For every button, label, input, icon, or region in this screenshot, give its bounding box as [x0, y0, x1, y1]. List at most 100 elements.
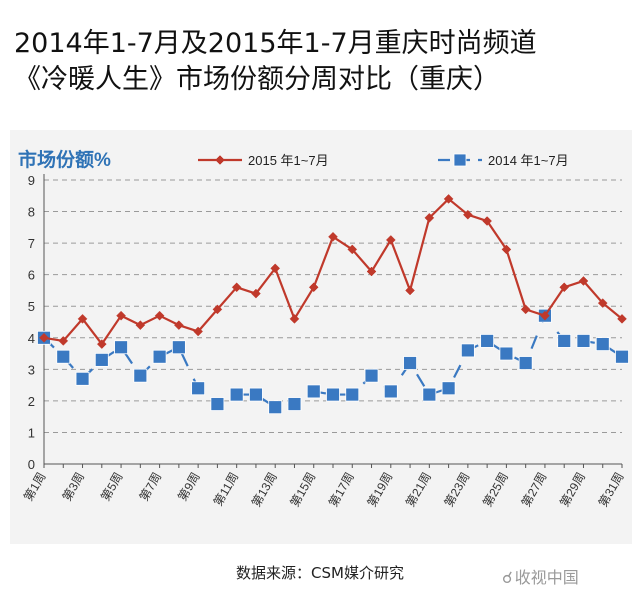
data-point	[326, 387, 340, 402]
legend-label: 2014 年1~7月	[488, 153, 569, 168]
data-point	[135, 320, 146, 331]
data-point	[328, 231, 338, 242]
y-tick-label: 9	[28, 173, 35, 188]
data-point	[501, 244, 512, 255]
data-point	[482, 216, 492, 226]
x-tick-label: 第23周	[442, 470, 473, 509]
data-point	[210, 397, 225, 411]
x-tick-label: 第1周	[21, 470, 48, 504]
data-point	[154, 310, 165, 321]
x-tick-label: 第9周	[175, 470, 202, 504]
data-point	[116, 310, 126, 321]
y-tick-label: 5	[28, 299, 35, 314]
y-tick-label: 0	[28, 457, 35, 472]
data-point	[540, 310, 550, 321]
y-tick-label: 2	[28, 394, 35, 409]
x-tick-label: 第25周	[480, 470, 511, 509]
x-tick-label: 第7周	[137, 470, 164, 504]
chart-title: 市场份额%	[18, 148, 111, 171]
x-tick-label: 第27周	[519, 470, 550, 509]
data-point	[460, 343, 475, 358]
data-point	[287, 397, 302, 411]
data-point	[559, 282, 570, 293]
data-point	[347, 244, 358, 255]
x-tick-label: 第17周	[326, 470, 357, 509]
data-point	[268, 400, 283, 415]
data-point	[306, 384, 321, 399]
wechat-icon: ☌	[502, 568, 513, 587]
data-point	[576, 334, 591, 348]
series-0	[39, 194, 627, 349]
series-line	[43, 197, 623, 346]
data-point	[383, 384, 398, 399]
data-point	[453, 153, 467, 167]
data-point	[171, 340, 186, 355]
data-point	[174, 320, 184, 331]
x-tick-label: 第5周	[98, 470, 125, 504]
data-point	[94, 352, 109, 367]
data-point	[58, 336, 69, 346]
x-tick-label: 第11周	[211, 470, 241, 509]
data-point	[424, 213, 435, 223]
legend-label: 2015 年1~7月	[248, 153, 329, 168]
chart-panel	[10, 130, 632, 544]
data-point	[443, 194, 454, 204]
x-tick-label: 第21周	[403, 470, 434, 509]
data-point	[56, 349, 71, 364]
data-point	[578, 276, 589, 286]
watermark-text: 收视中国	[514, 568, 579, 587]
line-chart: 市场份额% 2015 年1~7月 2014 年1~7月 0 1 2 3 4 5 6 7 8 9 第1周…	[18, 148, 629, 509]
series-1	[37, 308, 629, 415]
data-point	[289, 313, 300, 324]
data-point	[403, 356, 417, 370]
data-point	[114, 340, 128, 355]
data-point	[75, 371, 90, 386]
data-source-note: 数据来源：CSM媒介研究	[236, 564, 404, 582]
watermark: ☌ 收视中国	[502, 564, 579, 588]
data-point	[345, 387, 360, 402]
y-tick-label: 3	[28, 362, 35, 377]
x-tick-label: 第31周	[596, 470, 627, 509]
data-point	[463, 209, 473, 220]
y-tick-label: 6	[28, 268, 35, 283]
y-tick-label: 1	[28, 425, 35, 440]
data-point	[270, 263, 281, 274]
x-tick-label: 第29周	[557, 470, 588, 509]
data-point	[518, 356, 533, 370]
chart-series	[37, 194, 629, 415]
data-point	[249, 387, 263, 402]
data-point	[499, 346, 514, 361]
data-point	[615, 349, 629, 364]
x-tick-label: 第3周	[60, 470, 87, 504]
chart-legend: 2015 年1~7月 2014 年1~7月	[198, 153, 569, 168]
data-point	[229, 387, 244, 402]
page-title-line-2: 《冷暖人生》市场份额分周对比（重庆）	[14, 64, 500, 95]
data-point	[133, 368, 148, 383]
x-tick-label: 第15周	[288, 470, 319, 509]
y-tick-label: 4	[28, 331, 35, 346]
data-point	[215, 155, 225, 165]
data-point	[96, 339, 107, 349]
data-point	[385, 235, 396, 245]
data-point	[77, 313, 88, 324]
data-point	[557, 334, 572, 348]
legend-item: 2015 年1~7月	[198, 153, 329, 168]
y-tick-label: 7	[28, 236, 35, 251]
page-title-line-1: 2014年1-7月及2015年1-7月重庆时尚频道	[14, 28, 537, 59]
data-point	[597, 298, 608, 308]
data-point	[405, 285, 415, 296]
data-point	[364, 368, 379, 383]
data-point	[422, 387, 437, 402]
data-point	[595, 337, 610, 351]
data-point	[39, 332, 49, 343]
data-point	[480, 334, 495, 348]
data-point	[308, 282, 319, 293]
x-tick-label: 第19周	[365, 470, 396, 509]
data-point	[231, 282, 242, 293]
data-point	[520, 304, 531, 315]
data-point	[441, 381, 456, 396]
data-point	[366, 266, 377, 277]
data-point	[212, 304, 223, 315]
data-point	[193, 326, 203, 337]
data-point	[152, 349, 167, 364]
